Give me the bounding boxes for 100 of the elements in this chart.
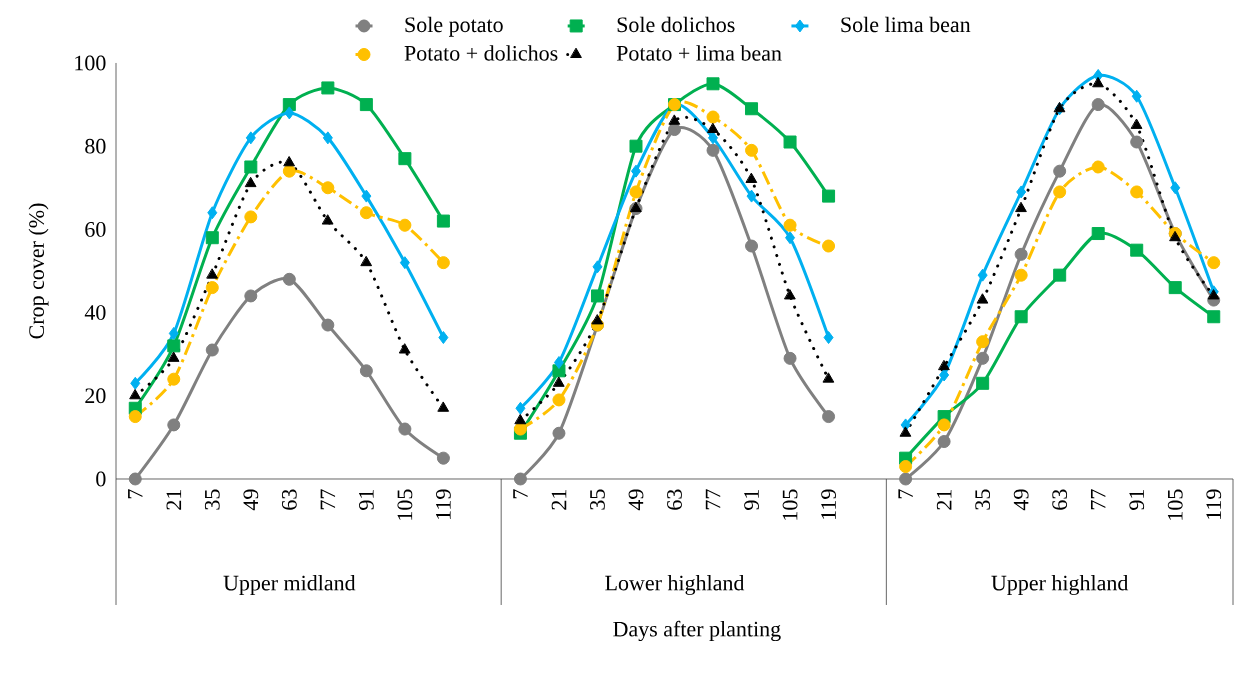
point [168,351,180,362]
point [167,339,181,353]
point [322,131,333,145]
point [553,356,564,369]
legend-label: Sole lima bean [841,16,971,33]
legend-label: Potato + lima bean [616,45,782,61]
point [399,256,410,270]
point [167,418,181,432]
point [436,214,450,228]
y-tick-label: 40 [84,305,106,321]
point [746,189,757,203]
text: Upper highland [991,574,1129,595]
point [437,401,450,412]
x-tick-label: 49 [628,489,644,511]
point [244,210,258,224]
x-tick-label: 119 [1206,489,1222,519]
point [822,410,836,424]
x-tick-label: 7 [898,489,913,499]
x-tick-label: 49 [243,489,259,511]
point [822,189,836,203]
point [513,472,527,486]
x-tick-label: 77 [705,489,721,510]
point [399,343,411,354]
point [361,189,372,203]
point [1016,185,1027,199]
point [745,239,759,253]
point [167,372,181,386]
x-tick-label: 105 [782,489,798,520]
point [785,231,796,245]
x-tick-label: 21 [551,489,567,510]
point [244,160,258,174]
x-tick-label: 119 [436,489,451,519]
point [1169,231,1181,242]
point [205,343,219,357]
point [359,98,373,112]
point [553,376,565,387]
point [939,368,950,382]
legend-label: Sole potato [405,16,503,37]
x-tick-label: 21 [166,489,182,510]
y-tick-label: 100 [75,55,106,71]
point [360,256,373,267]
point [438,331,449,345]
point [359,364,373,378]
point [783,351,797,365]
point [284,106,295,120]
x-tick-label: 35 [590,489,605,510]
x-tick-label: 7 [128,489,143,499]
text: Lower highland [605,574,745,595]
point [322,214,334,225]
point [205,281,219,295]
point [1207,310,1221,324]
x-axis-title: Days after planting [613,620,781,642]
x-tick-label: 77 [1090,489,1106,510]
point [321,181,335,195]
point [1170,181,1181,195]
y-tick-label: 20 [85,388,106,404]
point [1208,289,1220,300]
point [1053,164,1067,178]
point [745,172,758,183]
x-tick-label: 63 [667,489,682,510]
point [1091,227,1105,241]
point [514,414,527,425]
point [745,102,759,116]
y-tick-label: 60 [85,221,106,237]
point [129,389,141,400]
point [629,185,643,199]
point [591,314,604,325]
point [976,376,990,390]
point [1015,202,1027,213]
point [899,426,912,437]
point [398,152,412,166]
point [706,110,720,124]
point [1014,268,1028,282]
point [283,156,296,167]
point [707,123,719,134]
point [552,393,566,407]
x-tick-label: 63 [1052,489,1068,510]
point [321,81,335,95]
legend-label: Sole dolichos [617,16,735,33]
point [206,268,218,279]
point [245,131,256,145]
y-axis-title: Crop cover (%) [28,203,49,339]
point [745,143,759,157]
y-tick-label: 80 [85,138,106,154]
point [976,293,989,304]
x-tick-label: 91 [744,489,759,510]
point [899,472,913,486]
point [398,422,412,436]
x-tick-label: 77 [320,489,336,510]
point [1168,281,1182,295]
point [513,422,527,436]
point [937,418,951,432]
point [205,231,219,245]
point [128,410,142,424]
point [244,289,258,303]
point [1130,135,1144,149]
point [1091,98,1105,112]
point [976,335,990,349]
point [282,164,296,178]
y-tick-label: 0 [96,471,106,487]
